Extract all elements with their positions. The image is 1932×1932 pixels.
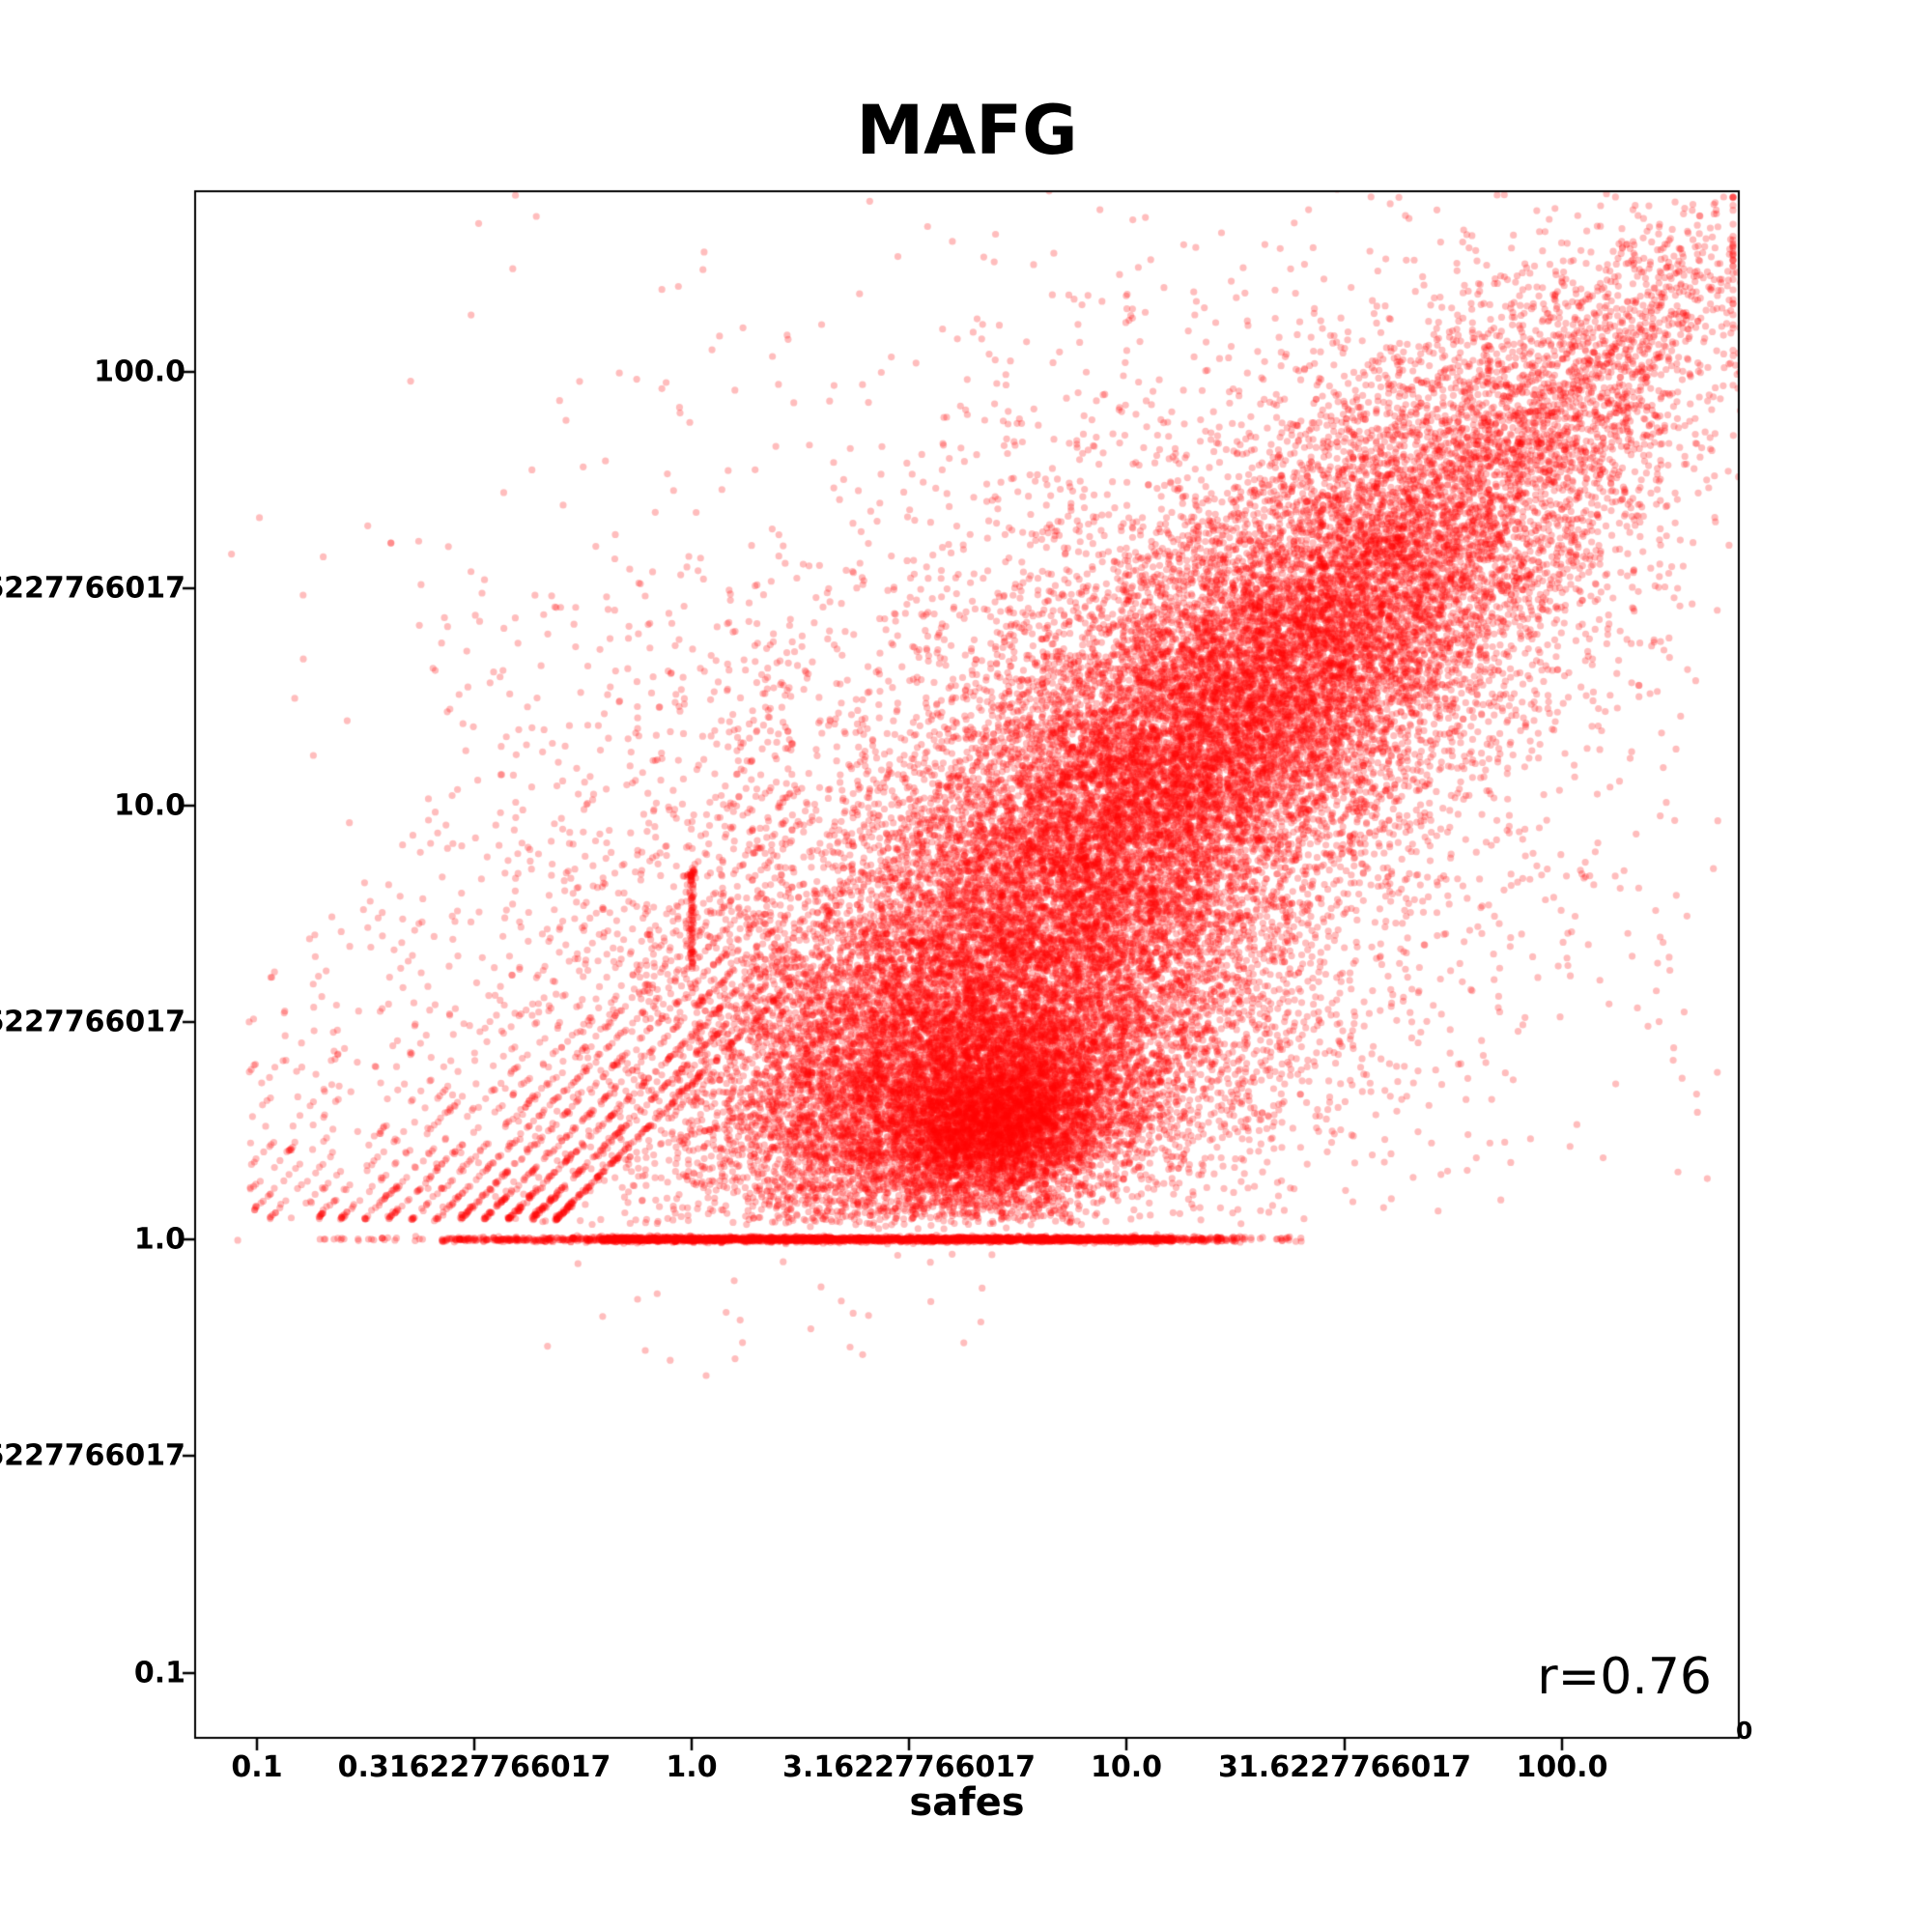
x-tick-label: 3.16227766017	[782, 1750, 1036, 1784]
x-tick-label: 0.316227766017	[337, 1750, 611, 1784]
y-tick-label: 0.1	[133, 1656, 185, 1690]
x-tick-label: 1.0	[666, 1750, 718, 1784]
clipped-corner-tick-glyph: 0	[1736, 1717, 1753, 1745]
x-tick-label: 31.6227766017	[1218, 1750, 1471, 1784]
x-tick-label: 0.1	[231, 1750, 283, 1784]
x-axis-label: safes	[909, 1780, 1025, 1825]
chart-title: MAFG	[856, 91, 1078, 170]
y-tick-label: 1.0	[133, 1222, 185, 1257]
x-tick-label: 10.0	[1090, 1750, 1163, 1784]
correlation-annotation: r=0.76	[1537, 1648, 1712, 1706]
y-tick-label: 31.6227766017	[0, 571, 185, 606]
y-tick-label: 10.0	[113, 788, 185, 823]
y-tick-label: 0.316227766017	[0, 1438, 185, 1473]
x-tick-label: 100.0	[1516, 1750, 1608, 1784]
y-tick-label: 100.0	[94, 355, 185, 389]
y-tick-label: 3.16227766017	[0, 1005, 185, 1039]
